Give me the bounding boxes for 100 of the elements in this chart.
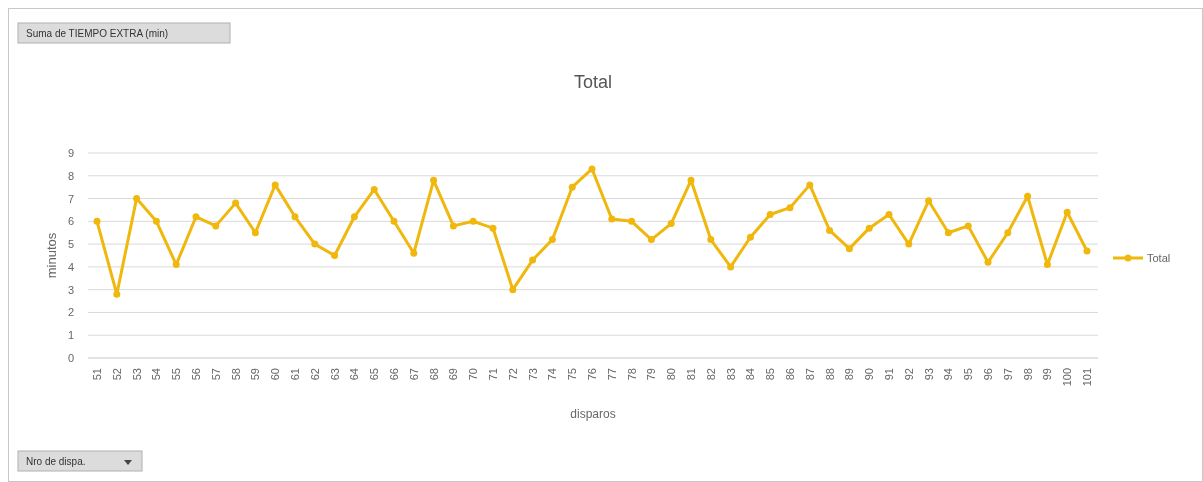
point (509, 286, 517, 294)
point (865, 224, 873, 232)
x-tick-label: 69 (447, 368, 460, 381)
x-tick-label: 76 (586, 368, 598, 381)
x-tick-label: 77 (605, 368, 618, 381)
point (647, 236, 655, 244)
x-tick-label: 68 (427, 368, 440, 381)
point (628, 217, 636, 225)
y-tick-label: 9 (67, 147, 74, 159)
point (845, 245, 853, 253)
x-tick-label: 64 (348, 368, 361, 381)
point (746, 233, 754, 241)
x-tick-label: 89 (843, 368, 856, 381)
x-tick-label: 62 (308, 368, 321, 381)
x-tick-label: 87 (803, 368, 816, 381)
point (430, 176, 438, 184)
point (786, 204, 794, 212)
point (1063, 208, 1071, 216)
x-tick-label: 53 (130, 368, 143, 381)
x-tick-label: 56 (190, 368, 202, 381)
point (232, 199, 240, 207)
x-tick-label: 61 (289, 368, 301, 381)
point (707, 236, 715, 244)
x-tick-label: 74 (546, 368, 559, 381)
x-tick-label: 85 (764, 368, 777, 381)
x-tick-label: 55 (170, 368, 183, 381)
point (1024, 192, 1032, 200)
x-tick-label: 100 (1061, 368, 1074, 387)
x-tick-label: 91 (883, 368, 895, 381)
point (1043, 261, 1051, 269)
point (667, 220, 675, 228)
point (271, 181, 279, 189)
point (1083, 247, 1091, 255)
y-tick-label: 0 (67, 352, 74, 364)
point (548, 236, 556, 244)
chart-title: Total (573, 72, 613, 92)
point (806, 181, 814, 189)
point (905, 240, 913, 248)
x-tick-label: 73 (526, 368, 539, 381)
point (1004, 229, 1012, 237)
x-tick-label: 96 (982, 368, 994, 381)
point (113, 290, 121, 298)
legend-label: Total (1147, 252, 1171, 264)
point (588, 165, 596, 173)
text: Nro de dispa. (26, 456, 86, 467)
point (727, 263, 735, 271)
point (449, 222, 457, 230)
x-tick-label: 93 (922, 368, 935, 381)
x-tick-label: 58 (229, 368, 242, 381)
point (212, 222, 220, 230)
x-tick-label: 86 (784, 368, 796, 381)
point (964, 222, 972, 230)
point (984, 258, 992, 266)
point (172, 261, 180, 269)
point (331, 252, 339, 259)
y-tick-label: 7 (67, 192, 74, 205)
x-tick-label: 94 (942, 368, 955, 381)
y-axis-title: minutos (44, 232, 59, 279)
point (291, 213, 299, 221)
x-tick-label: 78 (625, 368, 638, 381)
x-tick-label: 60 (269, 368, 282, 381)
x-tick-label: 97 (1001, 368, 1014, 381)
point (93, 217, 101, 225)
x-tick-label: 98 (1021, 368, 1034, 381)
x-tick-label: 65 (368, 368, 381, 381)
x-tick-label: 84 (744, 368, 757, 381)
x-tick-label: 52 (110, 368, 123, 381)
point (370, 185, 378, 193)
x-tick-label: 59 (249, 368, 262, 381)
y-tick-label: 2 (67, 306, 74, 319)
x-tick-label: 82 (704, 368, 717, 381)
x-tick-label: 88 (823, 368, 836, 381)
x-tick-label: 70 (467, 368, 480, 381)
text: Suma de TIEMPO EXTRA (min) (26, 28, 169, 39)
point (608, 215, 616, 223)
y-tick-label: 6 (67, 215, 74, 228)
y-tick-label: 4 (67, 260, 74, 273)
x-tick-label: 75 (566, 368, 579, 381)
x-tick-label: 63 (328, 368, 341, 381)
x-tick-label: 51 (91, 368, 103, 381)
x-tick-label: 57 (209, 368, 222, 381)
point (251, 229, 259, 237)
point (133, 195, 141, 203)
x-tick-label: 81 (685, 368, 697, 381)
x-tick-label: 101 (1081, 368, 1093, 387)
point (568, 183, 576, 191)
point (885, 211, 893, 218)
x-tick-label: 66 (388, 368, 400, 381)
x-axis-title: disparos (570, 407, 616, 421)
y-tick-label: 1 (67, 329, 74, 342)
x-tick-label: 72 (506, 368, 519, 381)
point (192, 213, 200, 221)
point (390, 217, 398, 225)
y-tick-label: 5 (67, 238, 74, 251)
point (311, 240, 319, 248)
point (469, 217, 477, 225)
x-tick-label: 99 (1041, 368, 1054, 381)
x-tick-label: 67 (407, 368, 420, 381)
point (489, 224, 497, 232)
x-tick-label: 95 (962, 368, 975, 381)
